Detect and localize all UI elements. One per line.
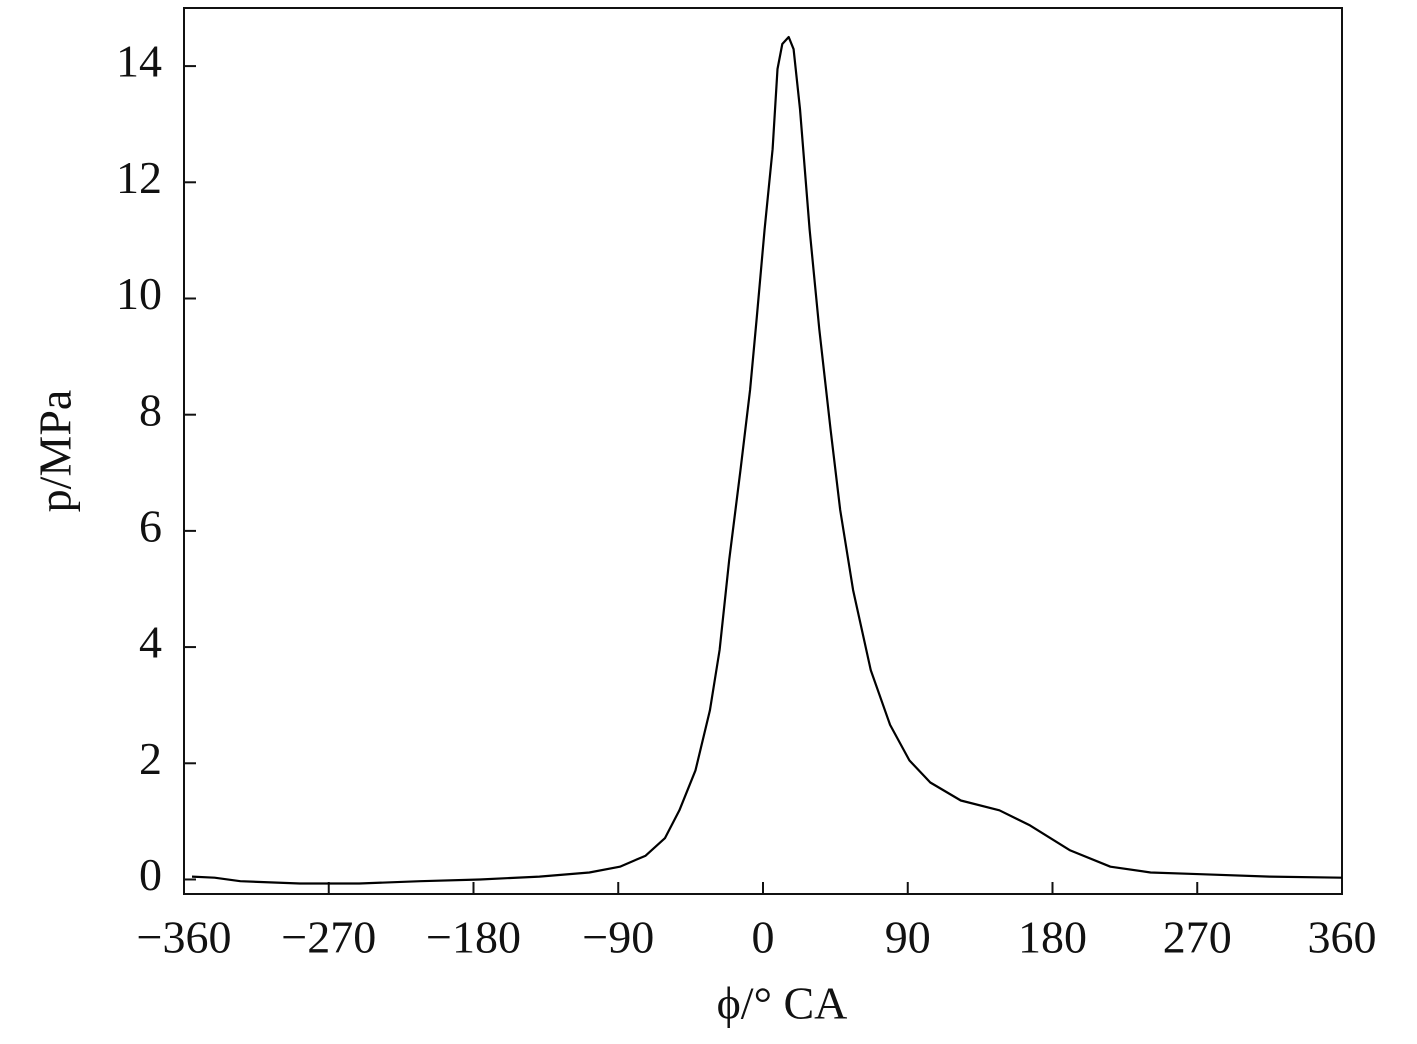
y-axis-label: p/MPa [30,390,81,513]
x-tick-label: 0 [752,912,775,963]
y-tick-label: 4 [139,617,162,668]
x-tick-label: 180 [1018,912,1087,963]
x-axis-label: ϕ/° CA [717,978,848,1029]
y-tick-label: 8 [139,384,162,435]
plot-frame [183,7,1343,895]
y-tick-label: 2 [139,733,162,784]
x-tick-label: −90 [582,912,654,963]
x-tick-label: 270 [1163,912,1232,963]
x-tick-label: −180 [426,912,521,963]
y-tick-label: 12 [116,152,162,203]
x-tick-label: −360 [137,912,232,963]
y-tick-label: 6 [139,500,162,551]
x-tick-label: −270 [281,912,376,963]
y-tick-label: 14 [116,36,162,87]
y-tick-label: 0 [139,849,162,900]
line-series [191,35,1343,885]
x-tick-label: 90 [885,912,931,963]
x-tick-label: 360 [1308,912,1377,963]
y-tick-label: 10 [116,268,162,319]
